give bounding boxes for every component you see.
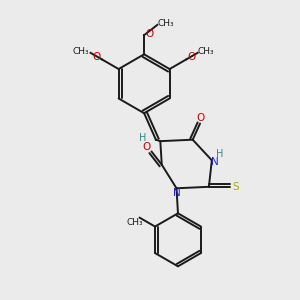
Text: O: O [145,29,153,39]
Text: O: O [188,52,196,61]
Text: O: O [142,142,150,152]
Text: H: H [215,149,223,159]
Text: CH₃: CH₃ [198,47,214,56]
Text: O: O [92,52,100,61]
Text: CH₃: CH₃ [73,47,89,56]
Text: O: O [196,113,205,123]
Text: N: N [172,188,180,198]
Text: CH₃: CH₃ [127,218,144,226]
Text: N: N [212,158,219,167]
Text: S: S [233,182,239,192]
Text: H: H [139,133,146,143]
Text: CH₃: CH₃ [157,19,174,28]
